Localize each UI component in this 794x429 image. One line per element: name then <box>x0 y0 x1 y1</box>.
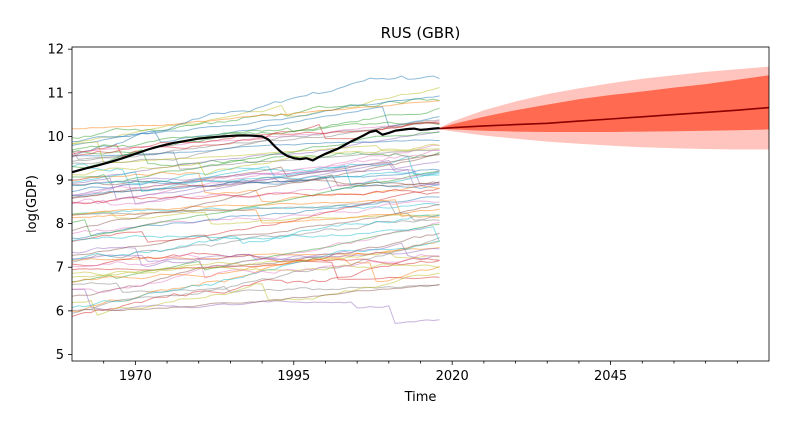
y-tick-label: 7 <box>56 261 64 276</box>
background-series-line <box>71 100 440 130</box>
background-series-line <box>71 154 440 232</box>
background-series-line <box>71 222 440 293</box>
background-series-line <box>71 98 440 139</box>
forecast-median-line <box>439 106 770 130</box>
y-tick-label: 9 <box>56 174 64 189</box>
background-series-line <box>71 95 440 143</box>
background-series-line <box>71 204 440 256</box>
y-tick-label: 11 <box>47 86 64 101</box>
background-series-line <box>71 168 440 197</box>
x-tick-label: 2045 <box>594 369 627 384</box>
background-series-line <box>71 141 440 164</box>
x-axis-ticks: 1970 1995 2020 2045 <box>103 361 738 384</box>
background-series-line <box>71 199 440 218</box>
background-series-line <box>71 131 440 184</box>
background-series-line <box>71 87 440 145</box>
background-series-line <box>71 149 440 196</box>
highlight-series-group <box>71 127 440 174</box>
background-series-line <box>71 188 440 205</box>
background-series-line <box>71 176 440 188</box>
y-axis-ticks: 5 6 7 8 9 10 11 12 <box>47 43 72 363</box>
y-axis-label: log(GDP) <box>25 175 40 233</box>
background-series-line <box>71 260 440 280</box>
background-series-line <box>71 260 440 317</box>
y-tick-label: 5 <box>56 348 64 363</box>
background-series-line <box>71 119 440 162</box>
y-tick-label: 8 <box>56 217 64 232</box>
plot-area <box>71 66 770 324</box>
background-series-line <box>71 75 440 158</box>
background-series-line <box>71 214 440 261</box>
forecast-group <box>439 66 770 150</box>
x-tick-label: 1995 <box>277 369 310 384</box>
background-series-line <box>71 153 440 199</box>
chart-title: RUS (GBR) <box>381 24 461 42</box>
forecast-inner-band <box>439 75 769 132</box>
x-axis-label: Time <box>404 390 437 405</box>
background-series-line <box>71 288 440 324</box>
background-series-line <box>71 160 440 200</box>
background-series-line <box>71 284 440 312</box>
background-series-line <box>71 121 440 151</box>
background-series-line <box>71 247 440 263</box>
background-series-line <box>71 200 440 222</box>
highlight-series-line <box>71 127 440 174</box>
background-series-line <box>71 237 440 314</box>
y-tick-label: 10 <box>47 130 64 145</box>
background-series-line <box>71 171 440 187</box>
background-series-line <box>71 107 440 169</box>
y-tick-label: 12 <box>47 43 64 58</box>
background-series-line <box>71 258 440 283</box>
background-series-line <box>71 226 440 242</box>
background-series-line <box>71 143 440 176</box>
x-tick-label: 2020 <box>436 369 469 384</box>
background-series-line <box>71 202 440 215</box>
x-tick-label: 1970 <box>119 369 152 384</box>
background-series-line <box>71 164 440 193</box>
background-series-line <box>71 253 440 279</box>
background-series-line <box>71 263 440 276</box>
background-series-line <box>71 106 440 146</box>
y-tick-label: 6 <box>56 304 64 319</box>
background-series-line <box>71 272 440 316</box>
background-series-group <box>71 75 440 324</box>
background-series-line <box>71 170 440 206</box>
background-series-line <box>71 282 440 293</box>
